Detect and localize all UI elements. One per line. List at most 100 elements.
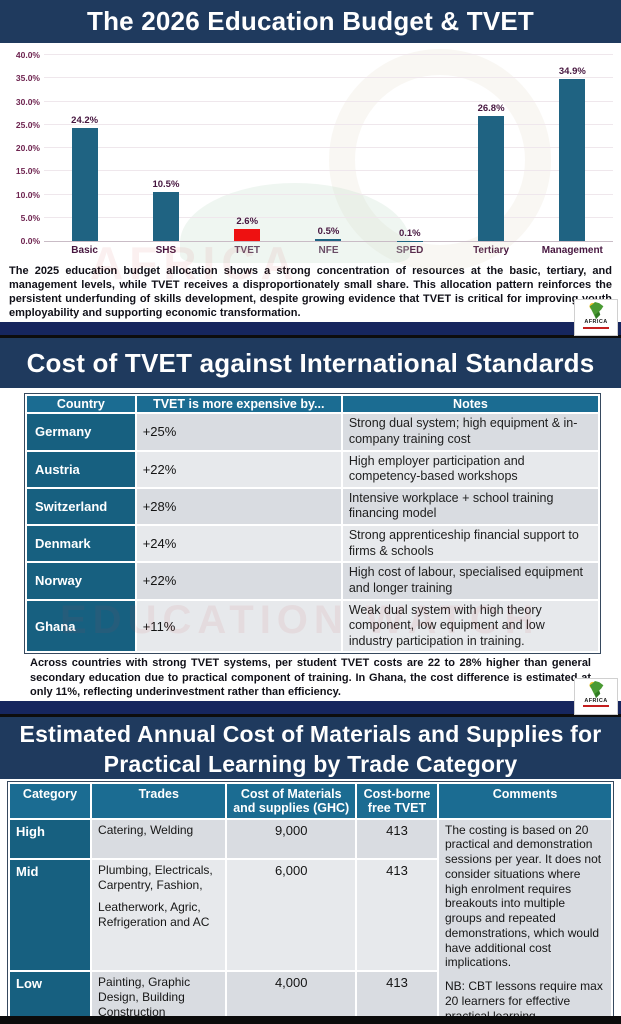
slide2-title: Cost of TVET against International Stand… [0,338,621,389]
trades-line: Painting, Graphic Design, Building Const… [98,974,191,1019]
cost-cell: 9,000 [227,819,355,858]
comments-paragraph: NB: CBT lessons require max 20 learners … [445,979,603,1023]
slide1-footer-bar [0,322,621,339]
premium-cell: +22% [136,451,341,487]
slide-tvet-cost-standards: Cost of TVET against International Stand… [0,338,621,717]
slide-materials-cost: Estimated Annual Cost of Materials and S… [0,716,621,1024]
africa-education-watch-logo: AFRICA [574,299,618,337]
premium-cell: +11% [136,600,341,652]
x-axis-label-shs: SHS [155,245,177,256]
y-axis-tick: 15.0% [15,166,40,177]
country-row: Denmark +24% Strong apprenticeship financi… [27,526,598,562]
chart-x-axis: Basic SHS TVET NFE SPED Tertiary Management [0,242,621,258]
trade-category-row: Low Painting, Graphic Design, Building Co… [10,971,611,1024]
notes-cell: High employer participation and competen… [342,451,598,487]
chart-plot-area: 24.2% 10.5% 2.6% 0.5% 0.1% 26.8% 34.9% [44,54,613,242]
column-header: Category [10,783,91,818]
y-axis-tick: 25.0% [15,119,40,130]
x-axis-label-tertiary: Tertiary [473,245,510,256]
notes-cell: High cost of labour, specialised equipme… [342,563,598,599]
chart-y-axis: 0.0% 5.0% 10.0% 15.0% 20.0% 25.0% 30.0% 35.0% 40… [4,50,44,246]
cost-cell: 6,000 [227,859,355,970]
x-axis-label-tvet: TVET [234,245,260,256]
africa-map-icon [589,302,604,320]
bar-value-label: 34.9% [558,65,586,77]
cost-borne-cell: 413 [356,819,437,858]
category-cell: High [10,819,91,858]
premium-cell: +25% [136,414,341,450]
trades-line: Plumbing, Electricals, Carpentry, Fashio… [98,862,213,892]
bar-tvet [234,228,261,241]
country-cell: Austria [27,451,135,487]
y-axis-tick: 35.0% [15,73,40,84]
chart-category-labels: Basic SHS TVET NFE SPED Tertiary Management [44,245,613,256]
bar-column-nfe: 0.5% [288,55,369,241]
bar-tertiary [478,116,505,241]
y-axis-tick: 20.0% [15,143,40,153]
column-header: Country [27,396,135,413]
country-cell: Denmark [27,526,135,562]
x-axis-label-basic: Basic [71,245,98,256]
country-row: Germany +25% Strong dual system; high equi… [27,414,598,450]
x-axis-label-nfe: NFE [318,245,339,256]
category-cell: Low [10,971,91,1024]
x-axis-label-management: Management [541,245,603,256]
column-header: Cost of Materials and supplies (GHC) [227,783,355,818]
country-row: Switzerland +28% Intensive workplace + sch… [27,488,598,525]
africa-education-watch-logo: AFRICA [574,677,618,715]
axis-spacer [4,245,44,256]
slide2-paragraph: Across countries with strong TVET system… [30,657,591,698]
y-axis-tick: 0.0% [20,236,40,246]
bar-shs [152,192,179,241]
country-row: Austria +22% High employer participation a… [27,451,598,487]
slide3-title: Estimated Annual Cost of Materials and S… [0,716,621,779]
column-header: Trades [92,783,226,818]
column-header: Comments [439,783,611,818]
chart-bars: 24.2% 10.5% 2.6% 0.5% 0.1% 26.8% 34.9% [44,55,613,241]
bar-value-label: 26.8% [477,103,505,115]
cost-borne-cell: 413 [356,859,437,970]
bottom-crop-bar [0,1016,621,1024]
notes-cell: Weak dual system with high theory compon… [342,600,598,652]
comments-cell: The costing is based on 20 practical and… [439,819,611,1024]
table-header-row: Category Trades Cost of Materials and supp… [10,783,611,818]
bar-column-tvet: 2.6% [207,55,288,241]
bar-column-tertiary: 26.8% [450,55,531,241]
y-axis-tick: 30.0% [15,96,40,107]
table-header-row: Country TVET is more expensive by... Notes [27,396,598,413]
bar-nfe [315,238,342,241]
trades-cell: Catering, Welding [92,819,226,858]
comments-paragraph: The costing is based on 20 practical and… [445,822,602,970]
country-cell: Germany [27,414,135,450]
logo-underline [583,705,609,708]
slide1-title: The 2026 Education Budget & TVET [0,0,621,43]
slide-education-budget: The 2026 Education Budget & TVET 0.0% 5.0… [0,0,621,339]
bar-value-label: 0.5% [317,225,340,237]
trade-category-row: Mid Plumbing, Electricals, Carpentry, Fas… [10,859,611,970]
international-standards-table: Country TVET is more expensive by... Notes… [24,393,601,655]
gridline [44,100,613,102]
country-row: Ghana +11% Weak dual system with high theo… [27,600,598,652]
x-axis-label-sped: SPED [396,245,424,256]
cost-borne-cell: 413 [356,971,437,1024]
notes-cell: Intensive workplace + school training fi… [342,488,598,525]
materials-cost-table: Category Trades Cost of Materials and supp… [7,780,614,1024]
gridline [44,216,613,218]
y-axis-tick: 40.0% [15,50,40,60]
trades-cell: Plumbing, Electricals, Carpentry, Fashio… [92,859,226,970]
country-row: Norway +22% High cost of labour, specialis… [27,563,598,599]
y-axis-tick: 10.0% [15,189,40,200]
logo-label: AFRICA [584,697,608,704]
bar-management [559,78,586,241]
trades-cell: Painting, Graphic Design, Building Const… [92,971,226,1024]
premium-cell: +24% [136,526,341,562]
bar-column-shs: 10.5% [125,55,206,241]
bar-column-basic: 24.2% [44,55,125,241]
notes-cell: Strong apprenticeship financial support … [342,526,598,562]
column-header: Cost-borne free TVET [356,783,437,818]
bar-value-label: 24.2% [71,115,99,127]
logo-label: AFRICA [584,319,608,326]
y-axis-tick: 5.0% [20,212,40,223]
gridline [44,77,613,79]
